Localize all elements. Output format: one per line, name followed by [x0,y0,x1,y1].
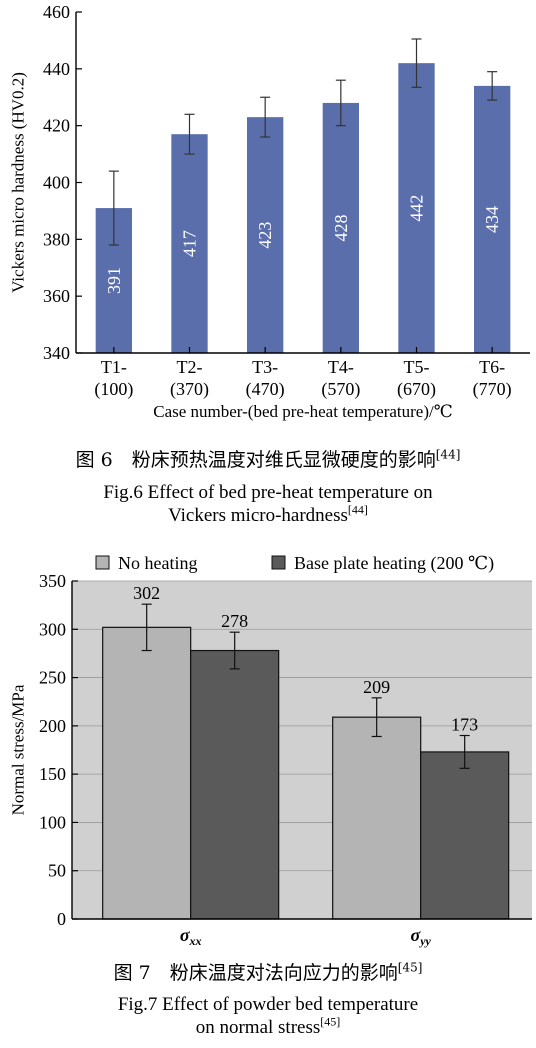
y-tick-label-2: 100 [39,812,66,832]
fig7-caption-cn: 图 7 粉床温度对法向应力的影响[45] [0,961,536,985]
fig6-caption-cn: 图 6 粉床预热温度对维氏显微硬度的影响[44] [0,448,536,472]
data-label-4: 442 [407,195,427,222]
chart-normal-stress: 050100150200250300350302278σxx209173σyyN… [9,553,532,948]
x-tick-label-4: T5-(670) [397,357,436,400]
y-tick-label-4: 200 [39,716,66,736]
bar-2 [247,117,284,354]
bar-0-1 [332,716,422,920]
y-tick-label-4: 420 [43,116,70,136]
bar-3 [322,102,359,353]
data-label-1: 417 [180,230,200,257]
x-tick-label-line-2-0: T3- [252,357,278,377]
x-tick-label-0: T1-(100) [94,357,133,400]
y-tick-label-6: 300 [39,619,66,639]
x-tick-label-main-0: σ [180,925,191,945]
x-tick-label-line-0-1: (100) [94,379,133,400]
x-tick-label-1: T2-(370) [170,357,209,400]
y-tick-label-3: 150 [39,764,66,784]
chart-vickers-hardness: 391 417 423 428 442 434 340 360 380 400 420 440 460 T… [9,2,530,421]
y-tick-label-2: 380 [43,229,70,249]
x-tick-label-3: T4-(570) [321,357,360,400]
x-tick-label-line-1-0: T2- [177,357,203,377]
data-label-2: 423 [255,222,275,249]
x-tick-label-line-3-0: T4- [328,357,354,377]
data-label-1-1: 173 [451,715,478,735]
y-tick-label-3: 400 [43,173,70,193]
x-tick-label-sub-1: yy [418,934,431,948]
fig6-caption-cn-text: 图 6 粉床预热温度对维氏显微硬度的影响 [75,449,436,471]
fig7-caption-cn-text: 图 7 粉床温度对法向应力的影响 [113,962,398,984]
fig6-caption-en-ref: [44] [347,502,368,517]
fig6-caption-en-1: Fig.6 Effect of bed pre-heat temperature… [103,482,433,503]
y-tick-label-0: 340 [43,343,70,363]
fig7-caption-en-2: on normal stress[45] [0,1016,536,1040]
data-label-3: 428 [331,214,351,241]
bar-4 [398,63,435,354]
y-tick-label-1: 50 [48,861,66,881]
bar-1-1 [420,751,510,920]
x-tick-label-5: T6-(770) [473,357,512,400]
x-tick-label-main-1: σ [411,925,422,945]
x-tick-label-line-2-1: (470) [246,379,285,400]
bar-1-0 [190,649,280,920]
y-tick-label-7: 350 [39,571,66,591]
legend-label-1: Base plate heating (200 ℃) [294,553,494,574]
x-tick-label-1: σyy [411,925,432,948]
x-tick-label-line-5-1: (770) [473,379,512,400]
x-tick-label-sub-0: xx [189,934,202,948]
fig7-caption-en-ref: [45] [320,1014,341,1029]
bar-0-0 [102,626,192,920]
bar-1 [171,134,208,353]
fig6-caption-en-2: Vickers micro-hardness[44] [0,504,536,528]
fig6-caption-en-2-text: Vickers micro-hardness [168,505,348,526]
data-label-5: 434 [482,206,502,233]
fig7-caption-en-1: Fig.7 Effect of powder bed temperature [117,994,419,1015]
fig6-caption-cn-ref: [44] [435,447,461,462]
x-tick-label-line-3-1: (570) [321,379,360,400]
y-tick-label-1: 360 [43,286,70,306]
y-tick-label-5: 250 [39,668,66,688]
y-tick-label-6: 460 [43,2,70,22]
fig7-caption-cn-ref: [45] [397,960,423,975]
data-label-0-0: 302 [133,583,160,603]
legend-label-0: No heating [118,553,197,573]
x-axis-title: Case number-(bed pre-heat temperature)/℃ [153,402,453,421]
fig7-caption-en-2-text: on normal stress [195,1017,321,1038]
x-tick-label-line-0-0: T1- [101,357,127,377]
y-axis-title: Normal stress/MPa [9,684,28,815]
x-tick-label-0: σxx [180,925,202,948]
legend-swatch-0 [95,555,110,570]
bar-5 [474,85,511,353]
y-tick-label-0: 0 [57,909,66,929]
x-tick-label-line-1-1: (370) [170,379,209,400]
x-tick-label-line-4-1: (670) [397,379,436,400]
y-tick-label-5: 440 [43,59,70,79]
x-tick-label-line-5-0: T6- [479,357,505,377]
y-axis-title: Vickers micro hardness (HV0.2) [9,72,28,293]
x-tick-label-2: T3-(470) [246,357,285,400]
data-label-0-1: 209 [363,677,390,697]
legend-swatch-1 [271,555,286,570]
data-label-0: 391 [104,267,124,294]
x-tick-label-line-4-0: T5- [404,357,430,377]
data-label-1-0: 278 [221,611,248,631]
